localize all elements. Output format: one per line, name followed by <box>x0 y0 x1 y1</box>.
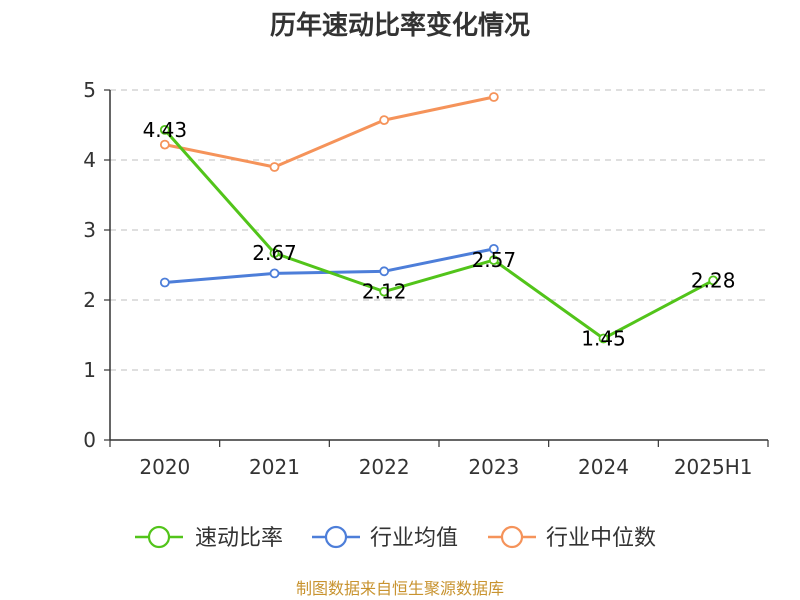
data-label: 2.12 <box>362 280 407 304</box>
legend-label: 行业均值 <box>370 526 458 551</box>
series-line-0 <box>163 128 715 340</box>
y-tick-label: 0 <box>83 428 96 452</box>
gridlines <box>110 89 768 371</box>
y-tick-label: 3 <box>83 218 96 242</box>
legend-item-1[interactable]: 行业均值 <box>312 525 458 551</box>
data-point <box>379 266 390 277</box>
x-tick-label: 2024 <box>578 455 629 479</box>
data-point <box>159 124 170 135</box>
data-point <box>488 243 499 254</box>
series-line-1 <box>163 247 496 284</box>
data-label: 4.43 <box>143 118 188 142</box>
data-point <box>708 275 719 286</box>
legend-marker-icon <box>147 525 171 549</box>
data-point <box>269 268 280 279</box>
data-point <box>269 248 280 259</box>
series-line-2 <box>163 95 496 169</box>
y-tick-label: 4 <box>83 148 96 172</box>
data-label: 2.28 <box>691 268 736 292</box>
data-point <box>159 139 170 150</box>
legend-item-2[interactable]: 行业中位数 <box>488 525 656 551</box>
y-tick-label: 2 <box>83 288 96 312</box>
x-tick-label: 2025H1 <box>674 455 753 479</box>
data-labels: 4.43 2.67 2.12 2.57 1.45 2.28 <box>143 118 736 351</box>
data-label: 2.67 <box>252 241 297 265</box>
data-point <box>159 277 170 288</box>
data-point <box>488 92 499 102</box>
legend: 速动比率 行业均值 行业中位数 <box>135 525 656 551</box>
data-point <box>379 286 390 297</box>
x-tick-label: 2021 <box>249 455 300 479</box>
y-tick-label: 5 <box>83 78 96 102</box>
data-point <box>379 115 390 125</box>
series-lines <box>159 92 719 344</box>
legend-label: 行业中位数 <box>546 526 656 551</box>
legend-marker-icon <box>500 525 524 549</box>
legend-marker-icon <box>324 525 348 549</box>
chart-title: 历年速动比率变化情况 <box>270 10 530 41</box>
source-note: 制图数据来自恒生聚源数据库 <box>296 579 504 598</box>
x-tick-label: 2022 <box>359 455 410 479</box>
x-tick-label: 2020 <box>139 455 190 479</box>
data-point <box>269 162 280 172</box>
data-point <box>488 255 499 266</box>
y-tick-label: 1 <box>83 358 96 382</box>
data-label: 2.57 <box>472 248 517 272</box>
axes: 0 1 2 3 4 5 2020 2021 2022 2023 2024 2025H1 <box>83 78 769 479</box>
data-label: 1.45 <box>581 327 626 351</box>
data-point <box>598 333 609 344</box>
legend-item-0[interactable]: 速动比率 <box>135 525 283 551</box>
x-tick-label: 2023 <box>468 455 519 479</box>
legend-label: 速动比率 <box>195 526 283 551</box>
